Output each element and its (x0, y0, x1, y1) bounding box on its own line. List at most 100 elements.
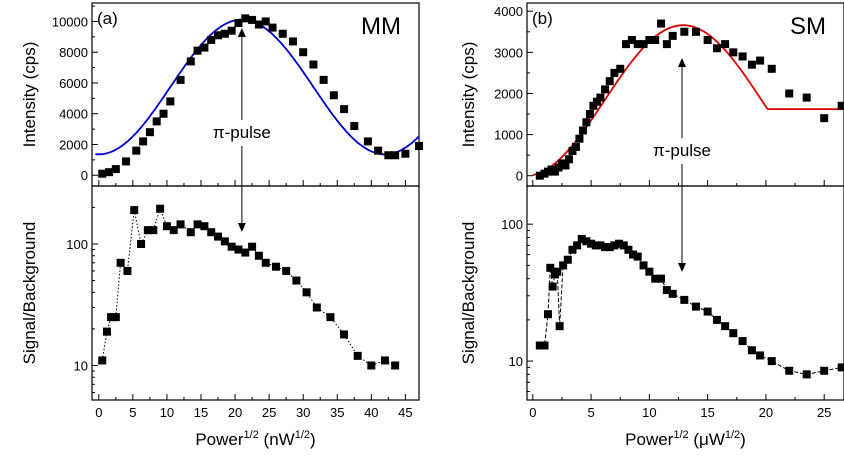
top-data-point (596, 93, 605, 102)
bottom-data-point (326, 313, 335, 322)
bottom-data-point (691, 302, 700, 311)
bottom-data-point (261, 258, 270, 267)
bottom-data-point (234, 245, 243, 254)
annotation-background (646, 140, 719, 162)
bottom-data-point (619, 241, 628, 250)
top-data-point (535, 171, 544, 180)
x-axis-label-end: ) (310, 430, 316, 449)
bottom-data-point (546, 263, 555, 272)
top-data-point (401, 149, 410, 158)
x-axis-label-sup1: 1/2 (673, 429, 688, 441)
bottom-data-point (292, 276, 301, 285)
top-data-point (802, 93, 811, 102)
bottom-data-point (712, 315, 721, 324)
top-data-point (738, 52, 747, 61)
bottom-data-point (254, 251, 263, 260)
annotation-arrowhead-up (237, 28, 246, 37)
x-tick-label: 30 (296, 405, 310, 420)
top-data-point (98, 169, 107, 178)
bottom-data-point (568, 245, 577, 254)
bottom-data-point (380, 356, 389, 365)
bottom-data-point (98, 356, 107, 365)
bottom-data-point (214, 232, 223, 241)
top-data-point (747, 60, 756, 69)
bottom-data-point (610, 241, 619, 250)
top-data-point (585, 110, 594, 119)
bottom-data-point (162, 222, 171, 231)
bottom-data-point (591, 241, 600, 250)
bottom-data-point (767, 357, 776, 366)
bottom-data-point (820, 366, 829, 375)
bottom-data-point (241, 248, 250, 257)
bottom-data-point (156, 204, 165, 213)
bottom-data-point (116, 258, 125, 267)
top-data-point (662, 40, 671, 49)
top-data-point (633, 40, 642, 49)
bottom-y-tick-label: 10 (509, 354, 523, 369)
bottom-data-point (282, 266, 291, 275)
bottom-y-tick-label: 100 (66, 237, 88, 252)
bottom-data-point (680, 295, 689, 304)
top-data-point (261, 17, 270, 26)
bottom-data-point (662, 286, 671, 295)
top-data-point (582, 118, 591, 127)
bottom-data-point (615, 239, 624, 248)
x-tick-label: 25 (817, 405, 831, 420)
bottom-data-point (729, 329, 738, 338)
bottom-data-point (543, 310, 552, 319)
bottom-data-point (353, 351, 362, 360)
x-tick-label: 45 (398, 405, 412, 420)
top-data-point (268, 23, 277, 32)
top-data-point (657, 19, 666, 28)
top-data-point (571, 142, 580, 151)
top-data-point (564, 155, 573, 164)
bottom-data-point (391, 361, 400, 370)
bottom-data-point (548, 282, 557, 291)
bottom-data-point (367, 361, 376, 370)
top-data-point (627, 36, 636, 45)
top-y-axis-label: Intensity (cps) (20, 42, 39, 148)
top-data-point (415, 142, 423, 151)
top-y-tick-label: 10000 (52, 14, 88, 29)
x-axis-label-sup2: 1/2 (295, 429, 310, 441)
bottom-data-point (605, 243, 614, 252)
top-data-point (729, 48, 738, 57)
top-y-tick-label: 0 (516, 169, 523, 184)
x-axis-label-sup1: 1/2 (244, 429, 259, 441)
top-data-point (712, 44, 721, 53)
top-y-tick-label: 2000 (494, 86, 523, 101)
top-data-point (703, 36, 712, 45)
panel-tag: (a) (97, 9, 118, 28)
bottom-data-point (130, 206, 139, 215)
top-data-point (248, 15, 257, 24)
top-y-axis-label: Intensity (cps) (459, 42, 478, 148)
top-data-point (350, 122, 359, 131)
x-tick-label: 0 (95, 405, 102, 420)
top-data-point (592, 97, 601, 106)
x-tick-label: 5 (129, 405, 136, 420)
x-axis-label: Power1/2 (μW1/2) (625, 429, 746, 449)
bottom-data-point (657, 274, 666, 283)
top-data-point (186, 57, 195, 66)
bottom-data-point (721, 322, 730, 331)
bottom-data-point (149, 226, 158, 235)
top-data-point (220, 29, 229, 38)
top-y-tick-label: 0 (81, 168, 88, 183)
panel-label: SM (790, 13, 826, 40)
bottom-data-point (573, 241, 582, 250)
x-tick-label: 20 (759, 405, 773, 420)
x-tick-label: 10 (642, 405, 656, 420)
top-data-point (145, 128, 154, 137)
panel-a: 0 5 10 15 20 25 30 35 40 45 0 2000 4000 6000 8000 10000… (20, 2, 423, 449)
top-data-point (785, 89, 794, 98)
top-y-tick-label: 8000 (59, 45, 88, 60)
bottom-data-point (137, 239, 146, 248)
top-data-point (363, 137, 372, 146)
top-data-point (680, 27, 689, 36)
top-data-point (329, 91, 338, 100)
bottom-data-point (540, 341, 549, 350)
top-data-point (278, 29, 287, 38)
bottom-data-point (271, 262, 280, 271)
top-data-point (176, 75, 185, 84)
